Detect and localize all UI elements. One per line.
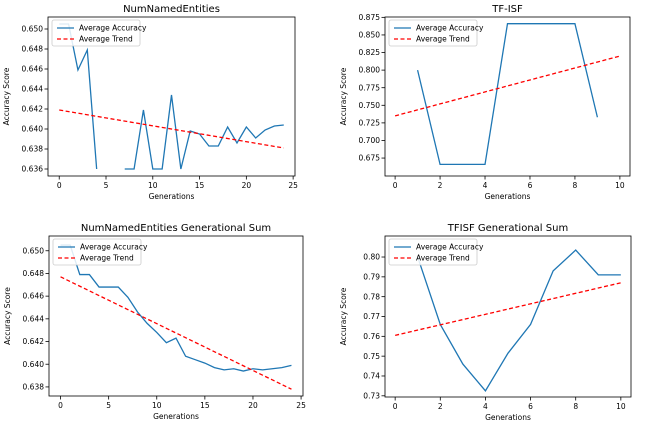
x-tick-label: 15 [195,181,205,190]
x-tick-label: 4 [483,181,488,190]
series-line-average-accuracy [416,23,599,166]
legend-label: Average Accuracy [79,24,147,33]
y-tick-label: 0.725 [359,118,381,127]
y-tick-label: 0.638 [22,145,44,154]
y-tick-label: 0.800 [359,66,381,75]
y-tick-label: 0.646 [22,65,44,74]
chart-3: NumNamedEntities Generational Sum 0 5 10 15 2… [3,223,306,421]
y-tick-label: 0.79 [363,272,380,281]
series-line-average-trend [60,276,292,390]
y-tick-label: 0.642 [23,337,45,346]
y-tick-label: 0.73 [363,391,380,400]
series-line-average-accuracy [60,244,292,372]
x-tick-label: 10 [148,181,158,190]
y-tick-label: 0.825 [359,48,381,57]
y-tick-label: 0.775 [359,83,381,92]
x-axis-label: Generations [485,413,531,422]
x-tick-label: 6 [528,181,533,190]
chart-title: NumNamedEntities Generational Sum [81,223,271,234]
x-tick-label: 0 [58,401,63,410]
x-tick-label: 10 [615,181,625,190]
x-tick-label: 4 [483,402,488,411]
y-tick-label: 0.76 [363,332,380,341]
y-tick-label: 0.650 [23,246,45,255]
y-tick-label: 0.75 [363,352,380,361]
y-axis-label: Accuracy Score [2,67,11,125]
chart-4: TFISF Generational Sum 0 2 4 6 8 10 0.73 0.74 0.7… [339,223,632,422]
x-tick-label: 5 [106,401,111,410]
x-tick-label: 10 [152,401,162,410]
x-tick-label: 5 [104,181,109,190]
y-tick-label: 0.648 [22,45,44,54]
x-tick-label: 10 [616,402,626,411]
y-tick-label: 0.638 [23,383,45,392]
legend-label: Average Trend [80,254,134,263]
y-tick-label: 0.74 [363,372,380,381]
series-line-average-trend [59,109,284,149]
legend-label: Average Trend [416,35,470,44]
y-tick-label: 0.644 [23,314,45,323]
x-tick-label: 8 [573,402,578,411]
y-tick-label: 0.700 [359,136,381,145]
y-tick-label: 0.78 [363,292,380,301]
y-tick-label: 0.675 [359,154,381,163]
y-tick-label: 0.640 [22,125,44,134]
x-tick-label: 15 [200,401,210,410]
x-tick-label: 0 [393,402,398,411]
x-tick-label: 20 [248,401,258,410]
chart-2: TF-ISF 0 2 4 6 8 10 0.675 0.700 0.725 0.750 0.775 0.… [339,4,631,201]
y-tick-label: 0.646 [23,292,45,301]
y-tick-label: 0.650 [22,25,44,34]
x-tick-label: 20 [242,181,252,190]
y-tick-label: 0.875 [359,13,381,22]
y-axis-label: Accuracy Score [339,287,348,345]
x-axis-label: Generations [485,192,531,201]
legend-label: Average Accuracy [416,24,484,33]
series-line-average-accuracy [417,249,621,392]
y-tick-label: 0.636 [22,165,44,174]
x-tick-label: 25 [288,181,298,190]
y-tick-label: 0.77 [363,312,380,321]
legend-label: Average Trend [79,35,133,44]
legend-label: Average Accuracy [80,243,148,252]
y-axis-label: Accuracy Score [3,287,12,345]
series-line-average-accuracy [124,94,284,170]
x-tick-label: 2 [438,402,443,411]
x-tick-label: 2 [438,181,443,190]
chart-title: TF-ISF [491,4,523,15]
x-tick-label: 25 [296,401,306,410]
y-tick-label: 0.750 [359,101,381,110]
x-tick-label: 0 [393,181,398,190]
y-tick-label: 0.80 [363,253,380,262]
x-tick-label: 6 [528,402,533,411]
legend-label: Average Trend [416,254,470,263]
chart-1: NumNamedEntities 0 5 10 15 20 25 0.636 0.638 0.64… [2,4,298,201]
x-axis-label: Generations [153,412,199,421]
y-axis-label: Accuracy Score [339,67,348,125]
y-tick-label: 0.642 [22,105,44,114]
x-tick-label: 8 [573,181,578,190]
legend-label: Average Accuracy [416,243,484,252]
y-tick-label: 0.850 [359,31,381,40]
y-tick-label: 0.644 [22,85,44,94]
chart-title: NumNamedEntities [123,4,220,15]
y-tick-label: 0.640 [23,360,45,369]
chart-title: TFISF Generational Sum [447,223,568,234]
x-axis-label: Generations [149,192,195,201]
y-tick-label: 0.648 [23,269,45,278]
x-tick-label: 0 [57,181,62,190]
